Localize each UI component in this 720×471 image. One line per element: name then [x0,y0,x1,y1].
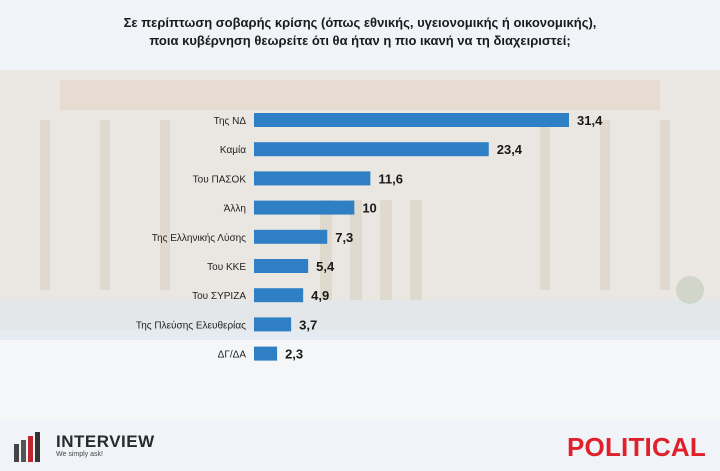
value-label: 4,9 [311,288,329,303]
bar [254,259,309,273]
category-label: Άλλη [224,204,246,215]
category-label: Του ΣΥΡΙΖΑ [192,291,246,302]
chart-title-line1: Σε περίπτωση σοβαρής κρίσης (όπως εθνική… [123,15,597,30]
category-label: Του ΚΚΕ [207,262,246,273]
category-label: ΔΓ/ΔΑ [218,350,247,361]
chart-title-line2: ποια κυβέρνηση θεωρείτε ότι θα ήταν η πι… [149,33,571,48]
value-label: 31,4 [577,113,603,128]
interview-bars-icon [14,432,40,462]
bar [254,113,569,127]
chart-title: Σε περίπτωση σοβαρής κρίσης (όπως εθνική… [0,14,720,50]
value-label: 5,4 [316,259,335,274]
category-label: Της ΝΔ [214,116,247,127]
bar [254,317,292,332]
value-label: 7,3 [335,230,353,245]
bar [254,200,355,215]
interview-tagline: We simply ask! [56,451,103,458]
bar [254,288,304,303]
value-label: 3,7 [299,317,317,332]
bar [254,171,371,186]
value-label: 23,4 [497,142,523,157]
value-label: 11,6 [378,171,403,186]
interview-logo: INTERVIEW We simply ask! [12,430,155,462]
category-label: Της Πλεύσης Ελευθερίας [136,319,246,331]
value-label: 10 [362,201,376,216]
interview-name: INTERVIEW [56,432,155,451]
political-logo: POLITICAL [566,432,706,462]
value-label: 2,3 [285,347,303,362]
bar [254,229,328,244]
bar [254,346,278,361]
category-label: Του ΠΑΣΟΚ [193,174,247,185]
bar [254,142,489,157]
category-label: Καμία [220,144,246,156]
category-label: Της Ελληνικής Λύσης [152,232,246,244]
